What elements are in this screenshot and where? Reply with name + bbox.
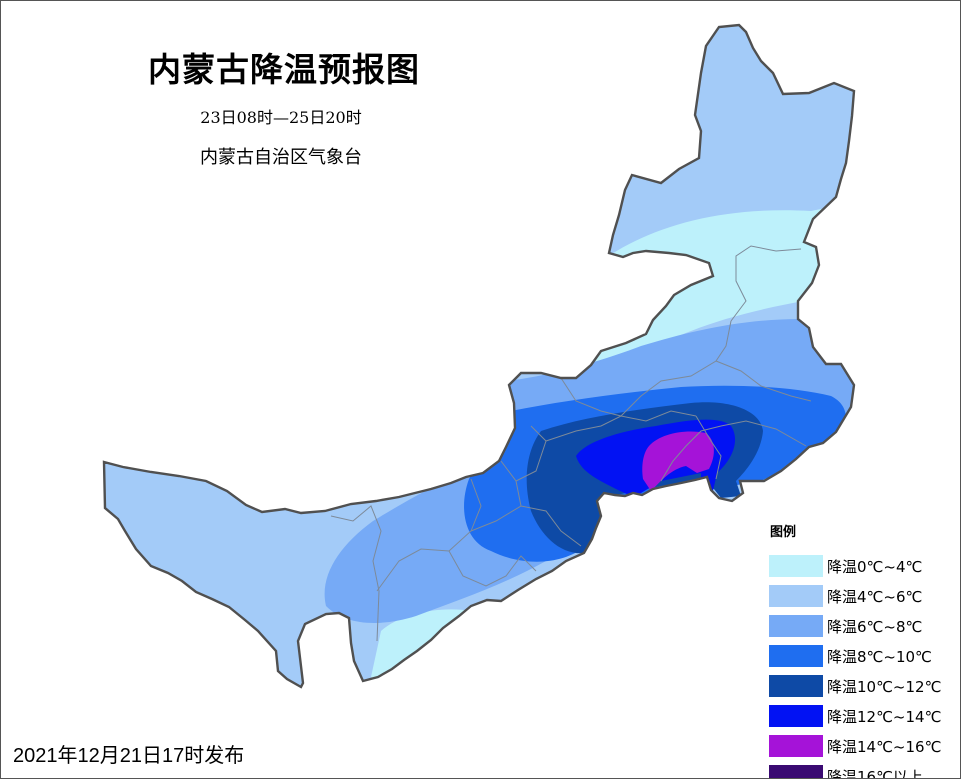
map-title: 内蒙古降温预报图: [148, 50, 420, 89]
legend: 降温0℃~4℃ 降温4℃~6℃ 降温6℃~8℃ 降温8℃~10℃ 降温10℃~1…: [769, 551, 941, 779]
legend-swatch: [769, 705, 823, 727]
legend-swatch: [769, 735, 823, 757]
legend-title: 图例: [770, 525, 797, 540]
legend-label: 降温6℃~8℃: [827, 617, 923, 636]
issue-time: 2021年12月21日17时发布: [13, 745, 245, 767]
legend-swatch: [769, 555, 823, 577]
forecast-period: 23日08时—25日20时: [200, 108, 362, 127]
legend-item: 降温10℃~12℃: [769, 671, 941, 701]
legend-label: 降温8℃~10℃: [827, 647, 932, 666]
legend-label: 降温10℃~12℃: [827, 677, 942, 696]
legend-label: 降温14℃~16℃: [827, 737, 942, 756]
legend-item: 降温0℃~4℃: [769, 551, 941, 581]
legend-label: 降温16℃以上: [827, 767, 923, 779]
legend-item: 降温4℃~6℃: [769, 581, 941, 611]
legend-label: 降温4℃~6℃: [827, 587, 923, 606]
city-boundaries: [330, 245, 812, 642]
legend-item: 降温14℃~16℃: [769, 731, 941, 761]
issuer-name: 内蒙古自治区气象台: [200, 147, 362, 168]
legend-label: 降温12℃~14℃: [827, 707, 942, 726]
legend-swatch: [769, 645, 823, 667]
legend-swatch: [769, 675, 823, 697]
legend-swatch: [769, 765, 823, 778]
legend-label: 降温0℃~4℃: [827, 557, 923, 576]
legend-item: 降温12℃~14℃: [769, 701, 941, 731]
legend-item: 降温6℃~8℃: [769, 611, 941, 641]
legend-swatch: [769, 615, 823, 637]
legend-swatch: [769, 585, 823, 607]
legend-item: 降温16℃以上: [769, 761, 941, 779]
legend-item: 降温8℃~10℃: [769, 641, 941, 671]
